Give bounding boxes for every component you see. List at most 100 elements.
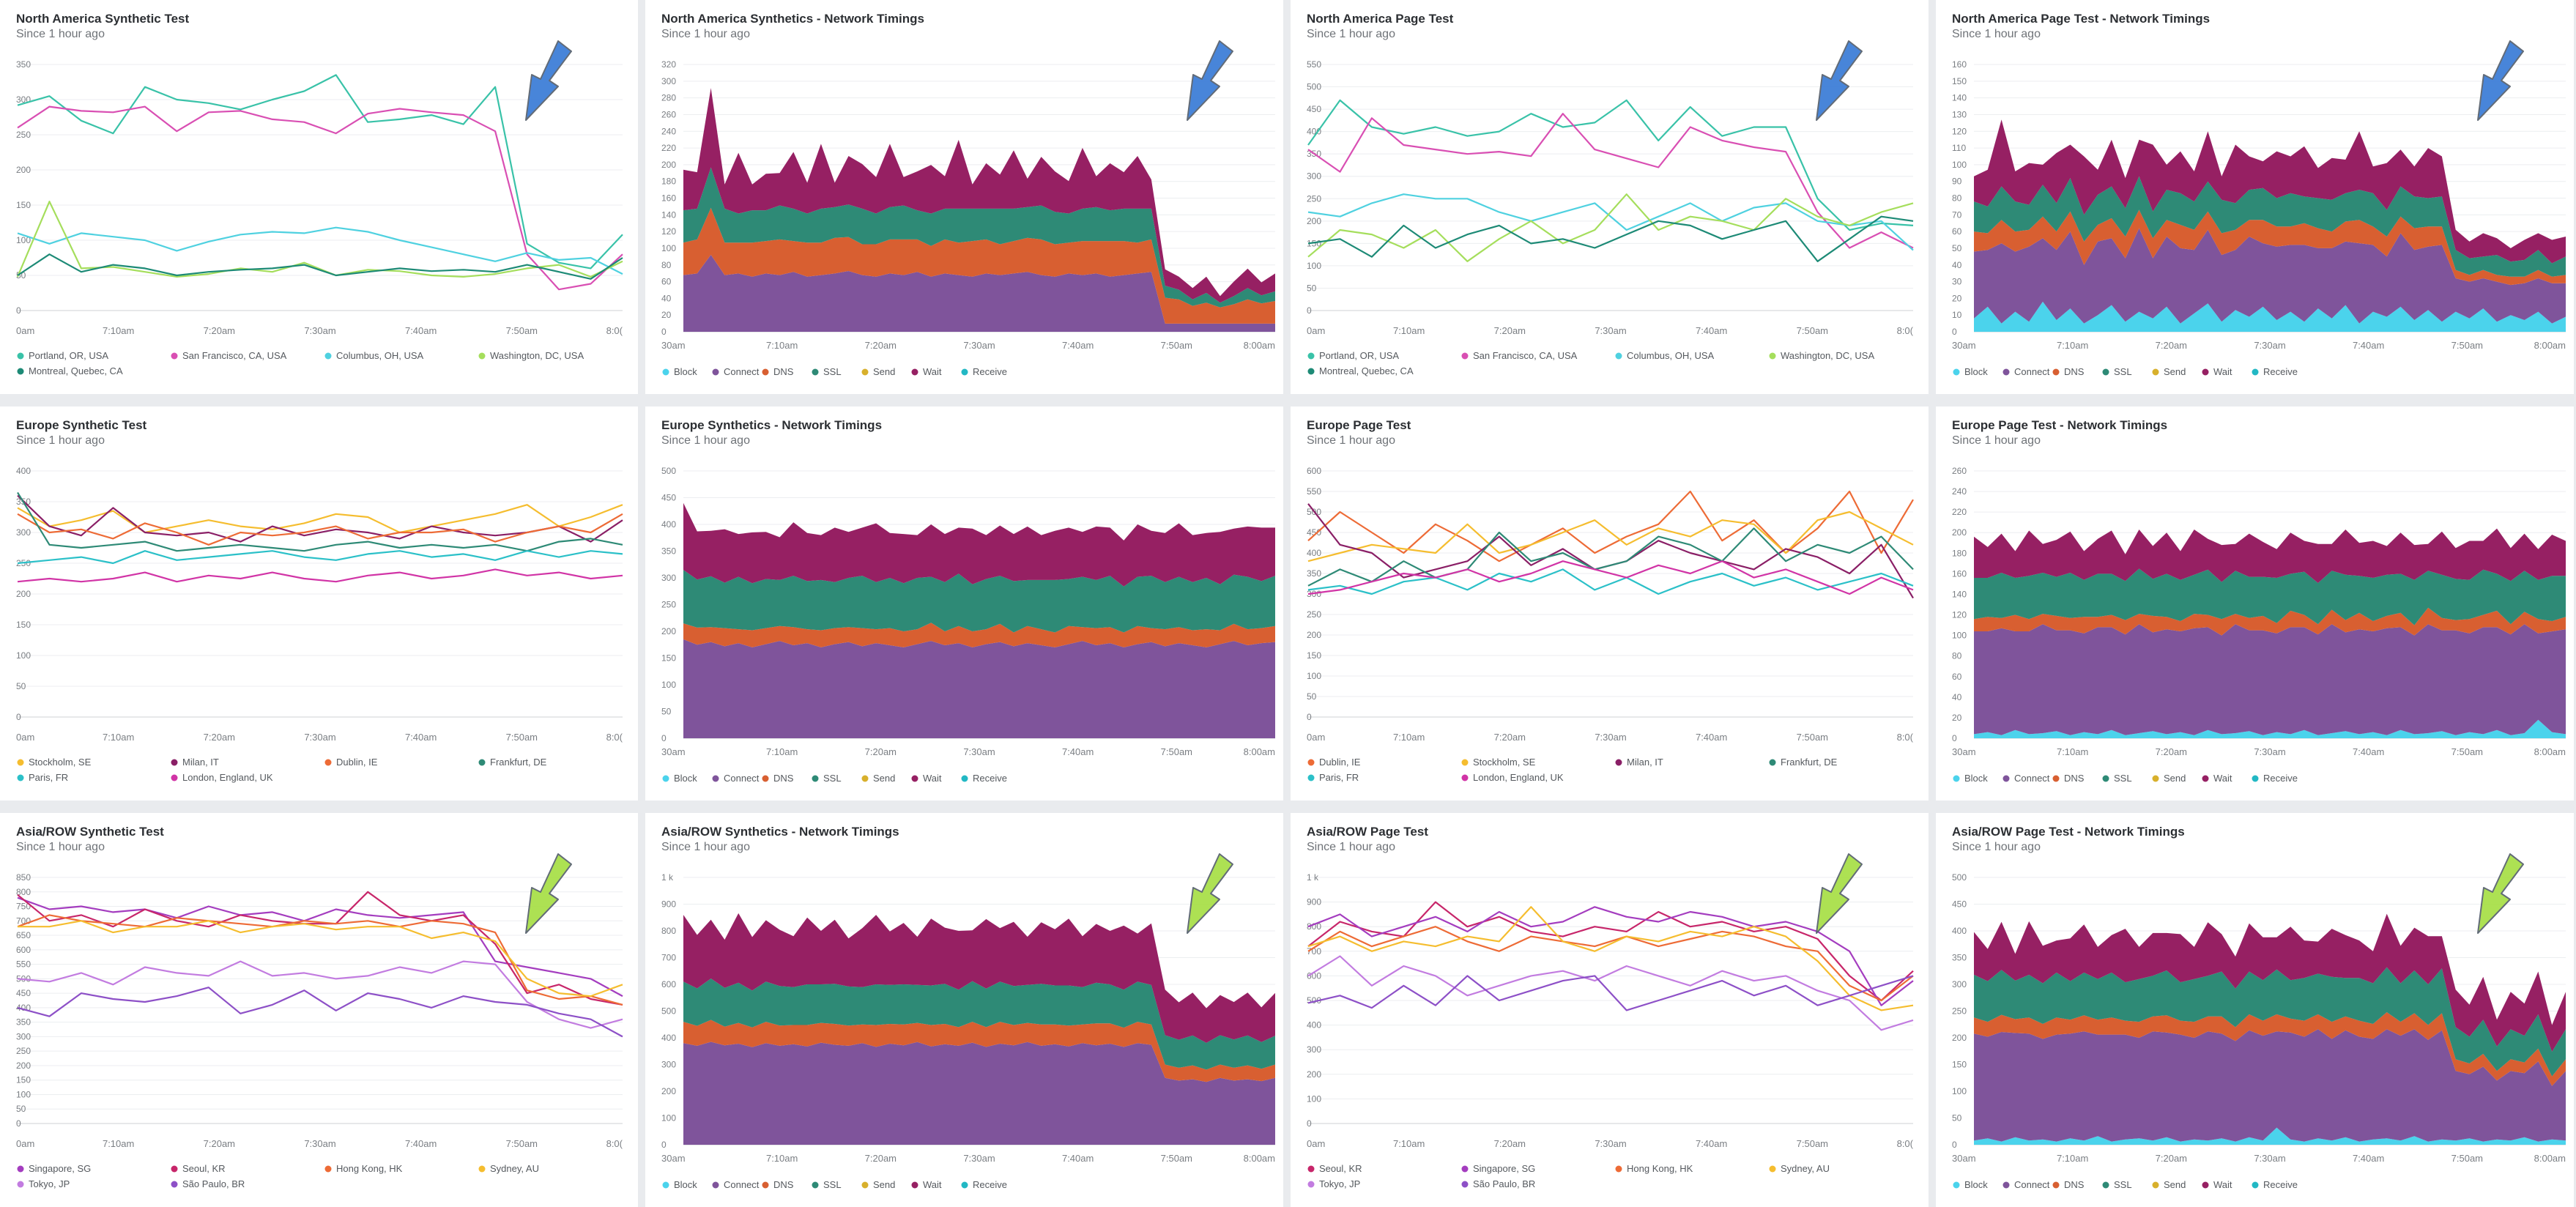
y-tick-label: 40: [1952, 260, 1962, 270]
x-tick-label: 0am: [1307, 325, 1325, 336]
legend-swatch: [812, 775, 819, 782]
series-line-dublin-ie: [17, 513, 623, 546]
legend-swatch: [2152, 775, 2159, 782]
legend-label-portland-or-usa: Portland, OR, USA: [1319, 350, 1399, 361]
x-tick-label: 7:30am: [2254, 340, 2285, 351]
y-tick-label: 1 k: [661, 872, 674, 883]
y-tick-label: 100: [1307, 671, 1321, 681]
x-tick-label: 8:0(: [1897, 325, 1914, 336]
legend-swatch: [2202, 1181, 2209, 1189]
y-tick-label: 260: [661, 109, 676, 119]
legend-swatch: [2152, 1181, 2159, 1189]
y-tick-label: 160: [1952, 568, 1967, 579]
legend-label-washington-dc-usa: Washington, DC, USA: [490, 350, 584, 361]
y-tick-label: 180: [661, 177, 676, 187]
y-tick-label: 450: [661, 493, 676, 503]
legend-label-singapore-sg: Singapore, SG: [29, 1163, 91, 1174]
legend-swatch: [662, 1181, 669, 1189]
chart-subtitle: Since 1 hour ago: [1307, 434, 1395, 447]
y-tick-label: 600: [1307, 466, 1321, 476]
y-tick-label: 80: [1952, 193, 1962, 204]
legend-swatch: [1769, 1165, 1776, 1173]
series-area-wait: [1974, 119, 2566, 264]
y-tick-label: 150: [16, 1075, 31, 1085]
series-area-dns: [683, 623, 1275, 647]
y-tick-label: 450: [1307, 104, 1321, 114]
x-tick-label: 7:10am: [1393, 732, 1425, 743]
y-tick-label: 600: [16, 945, 31, 955]
legend-label-connect: Connect: [724, 1179, 760, 1190]
chart-svg: 3203002802602402202001801601401201008060…: [661, 40, 1275, 377]
series-line-stockholm-se: [1307, 510, 1914, 562]
legend-swatch: [171, 759, 178, 766]
y-tick-label: 200: [661, 160, 676, 170]
series-area-block: [1974, 719, 2566, 738]
y-tick-label: 40: [1952, 692, 1962, 702]
x-tick-label: 8:00am: [2534, 1153, 2566, 1164]
legend-swatch: [171, 774, 178, 781]
y-tick-label: 500: [1952, 872, 1967, 883]
legend-swatch: [1615, 352, 1622, 360]
legend-swatch: [861, 368, 869, 376]
legend-label-ssl: SSL: [823, 1179, 842, 1190]
y-tick-label: 400: [661, 519, 676, 530]
x-tick-label: 8:0(: [1897, 1138, 1914, 1149]
legend-swatch: [911, 775, 918, 782]
chart-title: Asia/ROW Synthetics - Network Timings: [661, 825, 899, 839]
y-tick-label: 300: [1952, 979, 1967, 989]
series-line-singapore-sg: [17, 896, 623, 998]
green-arrow-icon: [525, 853, 572, 934]
x-tick-label: 30am: [1952, 340, 1976, 351]
y-tick-label: 500: [661, 466, 676, 476]
legend-label-milan-it: Milan, IT: [182, 757, 219, 768]
legend-swatch: [2002, 775, 2010, 782]
x-tick-label: 30am: [661, 1153, 686, 1164]
y-tick-label: 300: [1307, 1044, 1321, 1055]
x-tick-label: 30am: [1952, 746, 1976, 757]
legend-label-s-o-paulo-br: São Paulo, BR: [1473, 1178, 1535, 1189]
y-tick-label: 750: [16, 902, 31, 912]
series-area-ssl: [1974, 967, 2566, 1077]
y-tick-label: 1 k: [1307, 872, 1319, 883]
legend-swatch: [1307, 368, 1315, 375]
x-tick-label: 7:10am: [1393, 1138, 1425, 1149]
legend-swatch: [1307, 759, 1315, 766]
x-tick-label: 7:10am: [103, 1138, 134, 1149]
y-tick-label: 700: [1307, 946, 1321, 957]
series-area-wait: [683, 88, 1275, 303]
y-tick-label: 50: [16, 681, 26, 691]
legend-label-tokyo-jp: Tokyo, JP: [1319, 1178, 1360, 1189]
y-tick-label: 550: [16, 959, 31, 970]
legend-label-ssl: SSL: [2114, 1179, 2132, 1190]
x-tick-label: 7:50am: [2451, 1153, 2483, 1164]
legend-swatch: [861, 775, 869, 782]
legend-label-london-england-uk: London, England, UK: [182, 772, 273, 783]
y-tick-label: 150: [1952, 1060, 1967, 1070]
x-tick-label: 7:20am: [1494, 325, 1526, 336]
legend-label-send: Send: [2164, 1179, 2186, 1190]
series-line-paris-fr: [17, 550, 623, 565]
x-tick-label: 7:30am: [963, 1153, 995, 1164]
x-tick-label: 7:30am: [1595, 325, 1626, 336]
y-tick-label: 600: [1307, 970, 1321, 981]
x-tick-label: 7:10am: [2057, 746, 2088, 757]
x-tick-label: 8:0(: [606, 325, 623, 336]
legend-swatch: [2102, 775, 2109, 782]
legend-swatch: [1307, 774, 1315, 781]
series-line-singapore-sg: [1307, 906, 1914, 1006]
series-area-dns: [1974, 209, 2566, 286]
chart-title: Asia/ROW Page Test: [1307, 825, 1428, 839]
chart-subtitle: Since 1 hour ago: [1307, 841, 1395, 853]
y-tick-label: 100: [1307, 1093, 1321, 1104]
legend-label-wait: Wait: [923, 366, 942, 377]
y-tick-label: 700: [661, 953, 676, 963]
series-line-tokyo-jp: [1307, 955, 1914, 1031]
chart-subtitle: Since 1 hour ago: [1952, 28, 2041, 40]
legend-label-dns: DNS: [2064, 773, 2085, 784]
legend-label-san-francisco-ca-usa: San Francisco, CA, USA: [182, 350, 287, 361]
legend-label-frankfurt-de: Frankfurt, DE: [1781, 757, 1838, 768]
series-area-connect: [1974, 1029, 2566, 1142]
chart-subtitle: Since 1 hour ago: [16, 28, 105, 40]
